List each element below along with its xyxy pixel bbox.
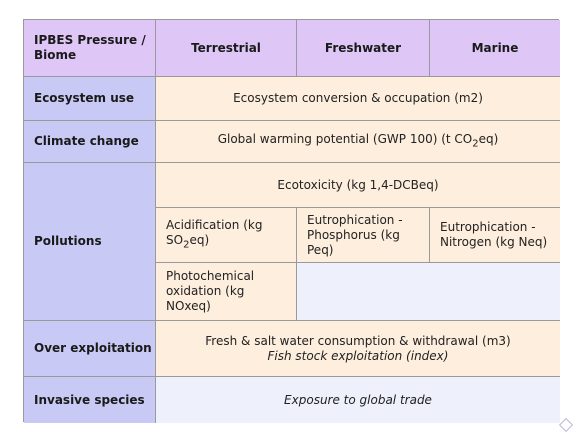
climate-change-suffix: eq) xyxy=(478,131,499,146)
acidification-subscript: 2 xyxy=(183,239,190,251)
over-exploitation-value: Fresh & salt water consumption & withdra… xyxy=(156,321,560,377)
corner-diamond-icon xyxy=(558,417,574,432)
row-label-pollutions: Pollutions xyxy=(24,163,156,321)
row-label-climate-change: Climate change xyxy=(24,121,156,163)
climate-change-subscript: 2 xyxy=(472,138,479,150)
photochemical-oxidation-value: Photochemical oxidation (kg NOxeq) xyxy=(156,263,297,321)
ecosystem-use-value: Ecosystem conversion & occupation (m2) xyxy=(156,77,560,121)
header-marine: Marine xyxy=(430,20,560,77)
acidification-suffix: eq) xyxy=(189,232,210,247)
acidification-text: Acidification (kg SO xyxy=(166,217,263,247)
climate-change-text: Global warming potential (GWP 100) (t CO xyxy=(217,131,473,146)
ecotoxicity-value: Ecotoxicity (kg 1,4-DCBeq) xyxy=(156,163,560,208)
row-label-ecosystem-use: Ecosystem use xyxy=(24,77,156,121)
row-label-invasive-species: Invasive species xyxy=(24,377,156,423)
ipbes-pressure-table: IPBES Pressure / Biome Terrestrial Fresh… xyxy=(23,19,560,423)
acidification-value: Acidification (kg SO2eq) xyxy=(156,208,297,263)
empty-cell xyxy=(297,263,560,321)
header-freshwater: Freshwater xyxy=(297,20,430,77)
header-terrestrial: Terrestrial xyxy=(156,20,297,77)
eutrophication-phosphorus-value: Eutrophication - Phosphorus (kg Peq) xyxy=(297,208,430,263)
header-corner: IPBES Pressure / Biome xyxy=(24,20,156,77)
invasive-species-value: Exposure to global trade xyxy=(156,377,560,423)
row-label-over-exploitation: Over exploitation xyxy=(24,321,156,377)
fish-stock-text: Fish stock exploitation (index) xyxy=(267,348,449,363)
eutrophication-nitrogen-value: Eutrophication - Nitrogen (kg Neq) xyxy=(430,208,560,263)
climate-change-value: Global warming potential (GWP 100) (t CO… xyxy=(156,121,560,163)
water-consumption-text: Fresh & salt water consumption & withdra… xyxy=(205,333,511,348)
